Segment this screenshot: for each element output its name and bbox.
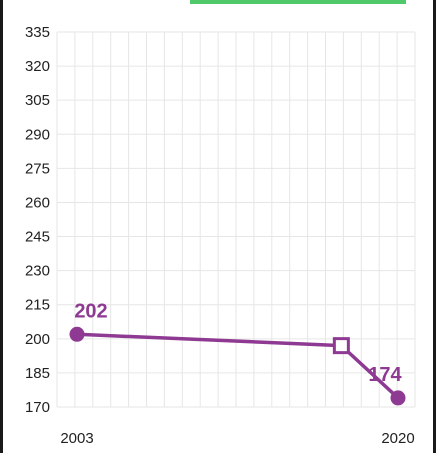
left-frame-border [0,0,3,453]
data-label: 202 [74,300,107,322]
x-tick-label: 2003 [60,430,93,447]
y-tick-label: 170 [25,399,50,416]
y-tick-label: 230 [25,263,50,280]
y-tick-label: 275 [25,160,50,177]
y-tick-label: 260 [25,194,50,211]
y-tick-label: 290 [25,126,50,143]
data-point-open-square [332,337,350,355]
y-tick-label: 335 [25,24,50,41]
y-tick-label: 185 [25,365,50,382]
y-tick-label: 215 [25,297,50,314]
y-tick-label: 305 [25,92,50,109]
data-label: 174 [368,364,402,386]
y-tick-label: 200 [25,331,50,348]
top-accent-bar [190,0,406,4]
data-point [69,326,85,342]
y-tick-label: 245 [25,229,50,246]
y-tick-label: 320 [25,58,50,75]
data-point [390,390,406,406]
x-tick-label: 2020 [381,430,414,447]
right-frame-border [433,0,436,453]
